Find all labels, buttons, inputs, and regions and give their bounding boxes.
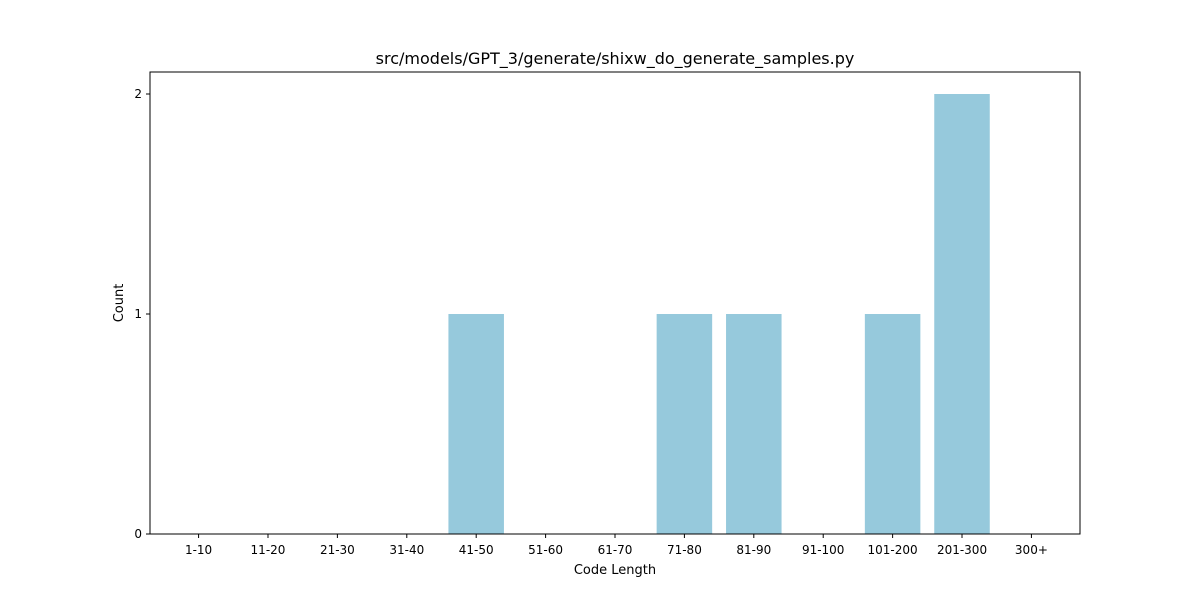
x-tick-label: 201-300 bbox=[937, 543, 987, 557]
x-tick-label: 41-50 bbox=[459, 543, 494, 557]
bars-group bbox=[448, 94, 990, 534]
x-tick-label: 61-70 bbox=[598, 543, 633, 557]
x-tick-label: 51-60 bbox=[528, 543, 563, 557]
x-tick-label: 21-30 bbox=[320, 543, 355, 557]
x-tick-label: 1-10 bbox=[185, 543, 212, 557]
y-axis: 0 1 2 bbox=[134, 87, 150, 541]
x-tick-label: 11-20 bbox=[251, 543, 286, 557]
x-tick-label: 81-90 bbox=[736, 543, 771, 557]
chart-title: src/models/GPT_3/generate/shixw_do_gener… bbox=[376, 49, 855, 69]
x-axis: 1-10 11-20 21-30 31-40 41-50 51-60 61-70 71-80 8… bbox=[185, 534, 1048, 557]
bar-41-50 bbox=[448, 314, 504, 534]
y-axis-label: Count bbox=[112, 284, 127, 323]
x-tick-label: 91-100 bbox=[802, 543, 845, 557]
x-tick-label: 31-40 bbox=[389, 543, 424, 557]
y-tick-label: 2 bbox=[134, 87, 142, 101]
bar-101-200 bbox=[864, 314, 921, 534]
bar-81-90 bbox=[726, 314, 782, 534]
x-tick-label: 71-80 bbox=[667, 543, 702, 557]
y-tick-label: 0 bbox=[134, 527, 142, 541]
bar-71-80 bbox=[656, 314, 713, 534]
x-tick-label: 101-200 bbox=[868, 543, 918, 557]
x-tick-label: 300+ bbox=[1015, 543, 1048, 557]
bar-201-300 bbox=[934, 94, 990, 534]
y-tick-label: 1 bbox=[134, 307, 142, 321]
x-axis-label: Code Length bbox=[574, 563, 656, 578]
